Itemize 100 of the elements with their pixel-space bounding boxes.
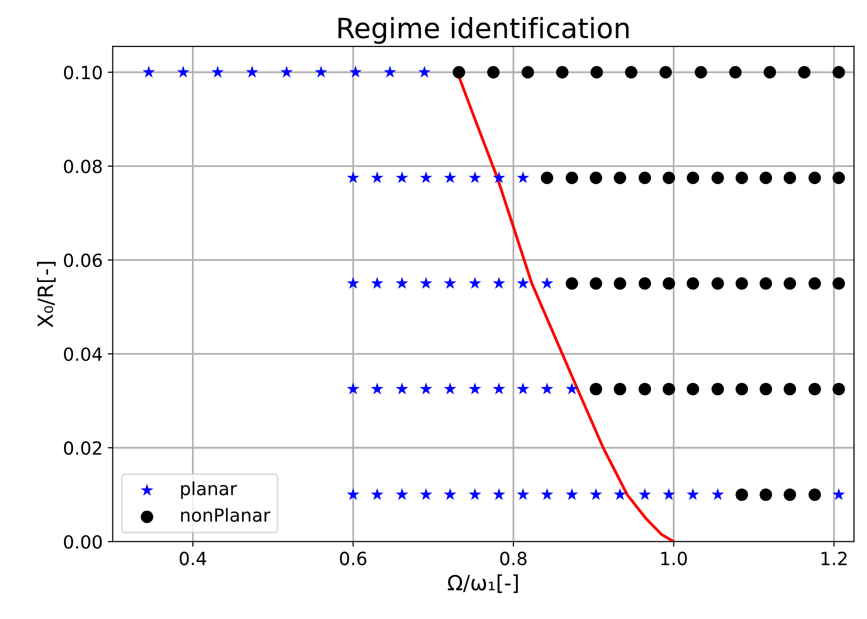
- point: [760, 488, 772, 501]
- x-tick-label: 1.2: [822, 552, 847, 566]
- point: [624, 66, 638, 78]
- point: [662, 382, 676, 396]
- point: [280, 66, 293, 78]
- point: [468, 488, 482, 500]
- point: [638, 172, 652, 184]
- point: [556, 66, 568, 78]
- point: [396, 171, 408, 184]
- point: [686, 488, 700, 500]
- point: [492, 382, 506, 394]
- point: [760, 277, 772, 290]
- point: [686, 382, 700, 396]
- y-tick-label: 0.06: [64, 253, 102, 268]
- point: [370, 382, 384, 394]
- point: [384, 66, 396, 78]
- point: [566, 488, 578, 500]
- point: [712, 382, 724, 396]
- chart-title: Regime identification: [338, 16, 629, 44]
- point: [566, 172, 578, 184]
- point: [396, 382, 408, 394]
- x-tick-label: 0.4: [180, 552, 206, 566]
- point: [638, 382, 652, 396]
- point: [832, 277, 845, 290]
- point: [614, 488, 626, 500]
- point: [370, 171, 384, 184]
- point: [487, 66, 500, 78]
- point: [590, 277, 602, 290]
- point: [492, 171, 506, 184]
- point: [418, 66, 431, 78]
- legend-label: nonPlanar: [181, 508, 270, 522]
- point: [711, 488, 724, 500]
- point: [540, 276, 554, 289]
- x-tick-label: 0.8: [500, 552, 527, 566]
- point: [686, 277, 700, 290]
- point: [468, 276, 482, 289]
- y-tick-label: 0.10: [64, 66, 102, 80]
- point: [444, 488, 456, 500]
- point: [808, 382, 821, 396]
- point: [540, 382, 554, 394]
- point: [516, 488, 530, 500]
- point: [590, 172, 602, 184]
- point: [638, 488, 652, 500]
- point: [314, 66, 328, 78]
- point: [516, 276, 530, 289]
- point: [590, 382, 602, 396]
- point: [396, 276, 408, 289]
- point: [712, 172, 724, 184]
- point: [370, 276, 384, 289]
- point: [784, 488, 796, 501]
- y-tick-label: 0.04: [64, 347, 102, 361]
- point: [736, 488, 748, 501]
- point: [346, 171, 360, 184]
- point: [468, 171, 482, 184]
- point: [784, 277, 796, 290]
- point: [662, 172, 676, 184]
- y-tick-label: 0.00: [64, 535, 102, 549]
- x-axis-title: Ω/ω₁[-]: [448, 574, 518, 593]
- point: [808, 277, 821, 290]
- point: [590, 66, 603, 78]
- y-tick-label: 0.08: [64, 160, 102, 174]
- point: [662, 277, 676, 290]
- point: [729, 66, 742, 78]
- point: [808, 488, 821, 501]
- point: [444, 171, 456, 184]
- point: [346, 382, 360, 394]
- point: [566, 277, 578, 290]
- point: [764, 66, 776, 78]
- point: [420, 276, 432, 289]
- point: [540, 172, 554, 184]
- legend-label: planar: [181, 481, 237, 499]
- point: [468, 382, 482, 394]
- point: [349, 66, 362, 78]
- point: [540, 488, 554, 500]
- point: [516, 171, 530, 184]
- point: [211, 66, 224, 78]
- point: [346, 488, 360, 500]
- point: [176, 66, 190, 78]
- point: [142, 66, 156, 78]
- point: [614, 277, 626, 290]
- point: [736, 277, 748, 290]
- point: [784, 382, 796, 396]
- x-tick-label: 0.6: [340, 552, 366, 566]
- point: [694, 66, 708, 78]
- point: [832, 382, 845, 396]
- point: [492, 276, 506, 289]
- point: [420, 171, 432, 184]
- point: [736, 172, 748, 184]
- point: [832, 172, 845, 184]
- point: [832, 66, 845, 78]
- point: [246, 66, 258, 78]
- point: [614, 382, 626, 396]
- point: [712, 277, 724, 290]
- point: [566, 382, 578, 394]
- point: [444, 382, 456, 394]
- point: [444, 276, 456, 289]
- y-tick-label: 0.02: [64, 441, 102, 455]
- point: [492, 488, 506, 500]
- point: [522, 66, 534, 78]
- point: [798, 66, 811, 78]
